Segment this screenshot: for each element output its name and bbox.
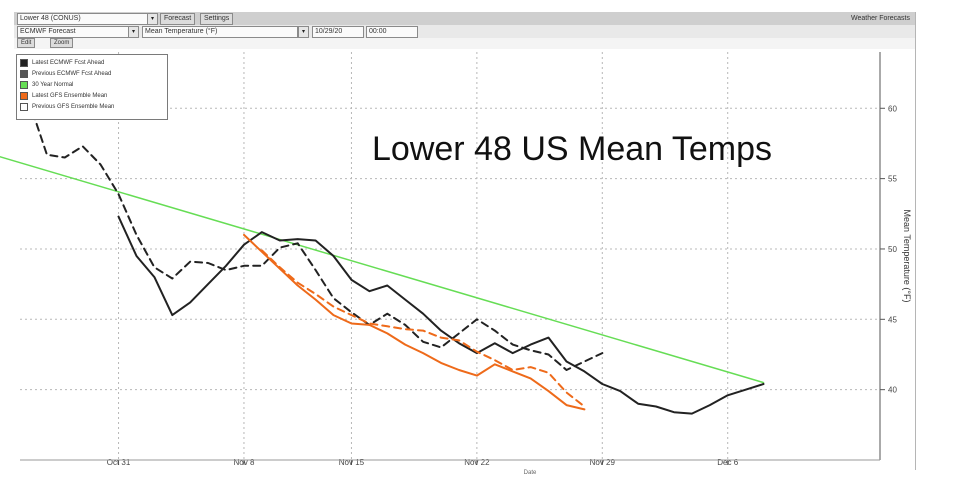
- x-tick-label: Nov 29: [590, 458, 616, 467]
- y-tick-label: 50: [888, 245, 897, 254]
- legend-swatch: [20, 59, 28, 67]
- region-dropdown-icon[interactable]: ▾: [147, 13, 158, 25]
- legend-label: 30 Year Normal: [32, 82, 74, 88]
- legend-item: Previous ECMWF Fcst Ahead: [20, 69, 111, 79]
- legend-swatch: [20, 103, 28, 111]
- legend-item: Previous GFS Ensemble Mean: [20, 102, 114, 112]
- forecast-button[interactable]: Forecast: [160, 13, 196, 25]
- y-tick-label: 55: [888, 175, 897, 184]
- weather-forecasts-label: Weather Forecasts: [850, 15, 910, 22]
- x-tick-label: Nov 22: [464, 458, 490, 467]
- x-axis-label: Date: [524, 470, 537, 476]
- model-select[interactable]: ECMWF Forecast: [17, 26, 129, 38]
- legend-label: Previous GFS Ensemble Mean: [32, 104, 115, 110]
- x-tick-label: Nov 8: [234, 458, 255, 467]
- x-tick-label: Oct 31: [107, 458, 131, 467]
- date-field[interactable]: 10/29/20: [312, 26, 364, 38]
- panel-edge: [915, 12, 916, 470]
- series-line-30-year-normal: [0, 155, 765, 384]
- legend-item: Latest ECMWF Fcst Ahead: [20, 58, 104, 68]
- variable-select[interactable]: Mean Temperature (°F): [142, 26, 298, 38]
- legend-label: Latest GFS Ensemble Mean: [32, 93, 108, 99]
- y-tick-label: 45: [888, 315, 897, 324]
- chart-title: Lower 48 US Mean Temps: [372, 130, 773, 168]
- model-dropdown-icon[interactable]: ▾: [128, 26, 139, 38]
- toolbar: Lower 48 (CONUS) ▾ Forecast Settings Wea…: [14, 12, 916, 26]
- time-field[interactable]: 00:00: [366, 26, 418, 38]
- series-line-previous-ecmwf-fcst-ahead: [28, 100, 604, 371]
- series-line-latest-ecmwf-fcst-ahead: [117, 215, 765, 415]
- legend-label: Latest ECMWF Fcst Ahead: [32, 60, 105, 66]
- legend: Latest ECMWF Fcst Ahead Previous ECMWF Fc…: [16, 54, 168, 120]
- legend-swatch: [20, 81, 28, 89]
- y-tick-label: 60: [888, 104, 897, 113]
- settings-button[interactable]: Settings: [200, 13, 234, 25]
- toolbar-secondary: ECMWF Forecast ▾ Mean Temperature (°F) ▾…: [14, 25, 916, 39]
- x-tick-label: Dec 6: [717, 458, 738, 467]
- legend-item: 30 Year Normal: [20, 80, 73, 90]
- y-axis-label: Mean Temperature (°F): [902, 210, 912, 303]
- series-line-latest-gfs-ensemble-mean: [243, 233, 586, 411]
- series-line-previous-gfs-ensemble-mean: [260, 249, 586, 408]
- zoom-button[interactable]: Zoom: [50, 38, 74, 48]
- x-tick-label: Nov 15: [339, 458, 365, 467]
- edit-button[interactable]: Edit: [17, 38, 36, 48]
- variable-dropdown-icon[interactable]: ▾: [298, 26, 309, 38]
- legend-swatch: [20, 70, 28, 78]
- legend-swatch: [20, 92, 28, 100]
- y-tick-label: 40: [888, 386, 897, 395]
- toolbar-tertiary: Edit Zoom: [14, 38, 916, 49]
- legend-label: Previous ECMWF Fcst Ahead: [32, 71, 112, 77]
- legend-item: Latest GFS Ensemble Mean: [20, 91, 107, 101]
